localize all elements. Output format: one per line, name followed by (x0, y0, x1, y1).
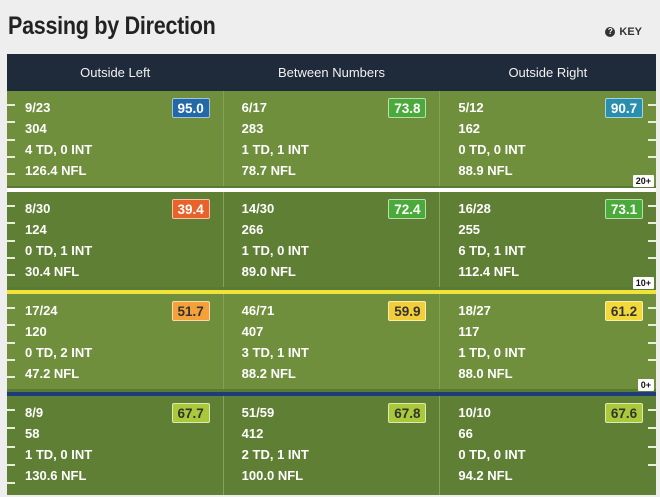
zone-cell[interactable]: 5/12 162 0 TD, 0 INT 88.9 NFL 90.7 (440, 91, 657, 186)
zone-row-short: 17/24 120 0 TD, 2 INT 47.2 NFL 51.7 46/7… (7, 294, 657, 389)
td-int: 1 TD, 0 INT (241, 243, 309, 258)
zone-row-intermediate: 8/30 124 0 TD, 1 INT 30.4 NFL 39.4 14/30… (7, 192, 657, 287)
td-int: 0 TD, 0 INT (458, 447, 526, 462)
column-header-bar: Outside Left Between Numbers Outside Rig… (7, 54, 656, 91)
hash-marks-left (7, 95, 15, 182)
nfl-rating: 78.7 NFL (241, 163, 296, 178)
nfl-rating: 94.2 NFL (458, 468, 513, 483)
grade-badge: 61.2 (605, 301, 644, 321)
completions: 6/17 (241, 100, 267, 115)
td-int: 0 TD, 1 INT (25, 243, 93, 258)
yards: 304 (25, 121, 47, 136)
grade-badge: 95.0 (171, 98, 210, 118)
yards: 66 (458, 426, 473, 441)
zone-cell[interactable]: 8/30 124 0 TD, 1 INT 30.4 NFL 39.4 (7, 192, 224, 287)
yard-tag-0: 0+ (637, 379, 654, 391)
nfl-rating: 88.0 NFL (458, 366, 513, 381)
hash-marks-left (7, 400, 15, 491)
zone-cell[interactable]: 10/10 66 0 TD, 0 INT 94.2 NFL 67.6 (440, 396, 657, 495)
yard-line-20 (7, 188, 656, 192)
completions: 8/9 (25, 405, 44, 420)
key-button[interactable]: ? KEY (605, 26, 642, 38)
hash-marks-right (648, 400, 657, 491)
completions: 14/30 (241, 201, 275, 216)
grade-badge: 59.9 (388, 301, 427, 321)
grade-badge: 73.8 (388, 98, 427, 118)
td-int: 4 TD, 0 INT (25, 142, 93, 157)
nfl-rating: 100.0 NFL (241, 468, 304, 483)
nfl-rating: 126.4 NFL (25, 163, 87, 178)
yards: 58 (25, 426, 40, 441)
completions: 9/23 (25, 100, 51, 115)
grade-badge: 67.7 (171, 403, 210, 423)
zone-cell[interactable]: 46/71 407 3 TD, 1 INT 88.2 NFL 59.9 (224, 294, 441, 389)
grade-badge: 73.1 (605, 199, 644, 219)
yards: 120 (25, 324, 47, 339)
yards: 117 (458, 324, 480, 339)
nfl-rating: 88.9 NFL (458, 163, 513, 178)
hash-marks-left (7, 196, 15, 283)
yards: 412 (241, 426, 264, 441)
hash-marks-right (648, 95, 657, 182)
hash-marks-right (648, 298, 657, 385)
zone-cell[interactable]: 14/30 266 1 TD, 0 INT 89.0 NFL 72.4 (224, 192, 441, 287)
grade-badge: 90.7 (605, 98, 644, 118)
zone-cell[interactable]: 18/27 117 1 TD, 0 INT 88.0 NFL 61.2 (440, 294, 657, 389)
zone-row-behind: 8/9 58 1 TD, 0 INT 130.6 NFL 67.7 51/59 … (7, 396, 657, 495)
yards: 407 (241, 324, 264, 339)
nfl-rating: 130.6 NFL (25, 468, 87, 483)
key-label: KEY (619, 26, 642, 38)
zone-cell[interactable]: 16/28 255 6 TD, 1 INT 112.4 NFL 73.1 (440, 192, 657, 287)
football-field-grid: 9/23 304 4 TD, 0 INT 126.4 NFL 95.0 6/17… (7, 91, 657, 495)
completions: 51/59 (241, 405, 275, 420)
td-int: 1 TD, 0 INT (458, 345, 526, 360)
nfl-rating: 30.4 NFL (25, 264, 80, 279)
yard-tag-20: 20+ (632, 175, 654, 187)
completions: 17/24 (25, 303, 58, 318)
nfl-rating: 89.0 NFL (241, 264, 296, 279)
page-title: Passing by Direction (8, 12, 216, 40)
grade-badge: 39.4 (171, 199, 210, 219)
nfl-rating: 88.2 NFL (241, 366, 296, 381)
zone-cell[interactable]: 17/24 120 0 TD, 2 INT 47.2 NFL 51.7 (7, 294, 224, 389)
yards: 124 (25, 222, 47, 237)
grade-badge: 67.8 (388, 403, 427, 423)
zone-cell[interactable]: 9/23 304 4 TD, 0 INT 126.4 NFL 95.0 (7, 91, 224, 186)
yards: 162 (458, 121, 481, 136)
nfl-rating: 47.2 NFL (25, 366, 80, 381)
completions: 10/10 (458, 405, 491, 420)
help-icon: ? (605, 27, 616, 37)
td-int: 3 TD, 1 INT (241, 345, 309, 360)
column-header-outside-left: Outside Left (80, 65, 151, 80)
zone-cell[interactable]: 6/17 283 1 TD, 1 INT 78.7 NFL 73.8 (224, 91, 441, 186)
column-header-outside-right: Outside Right (508, 65, 588, 80)
td-int: 2 TD, 1 INT (241, 447, 309, 462)
grade-badge: 72.4 (388, 199, 427, 219)
td-int: 6 TD, 1 INT (458, 243, 526, 258)
completions: 46/71 (241, 303, 275, 318)
completions: 5/12 (458, 100, 484, 115)
column-header-between-numbers: Between Numbers (278, 65, 385, 80)
completions: 8/30 (25, 201, 51, 216)
grade-badge: 67.6 (605, 403, 644, 423)
zone-cell[interactable]: 8/9 58 1 TD, 0 INT 130.6 NFL 67.7 (7, 396, 224, 495)
yard-tag-10: 10+ (632, 277, 654, 289)
hash-marks-right (648, 196, 657, 283)
completions: 18/27 (458, 303, 491, 318)
line-of-scrimmage (7, 392, 656, 396)
zone-row-deep: 9/23 304 4 TD, 0 INT 126.4 NFL 95.0 6/17… (7, 91, 657, 186)
zone-cell[interactable]: 51/59 412 2 TD, 1 INT 100.0 NFL 67.8 (224, 396, 441, 495)
hash-marks-left (7, 298, 15, 385)
grade-badge: 51.7 (171, 301, 210, 321)
yards: 255 (458, 222, 481, 237)
td-int: 0 TD, 0 INT (458, 142, 526, 157)
nfl-rating: 112.4 NFL (458, 264, 520, 279)
yards: 266 (241, 222, 264, 237)
completions: 16/28 (458, 201, 491, 216)
yard-line-10 (7, 290, 656, 294)
td-int: 1 TD, 1 INT (241, 142, 309, 157)
td-int: 1 TD, 0 INT (25, 447, 93, 462)
td-int: 0 TD, 2 INT (25, 345, 93, 360)
yards: 283 (241, 121, 264, 136)
